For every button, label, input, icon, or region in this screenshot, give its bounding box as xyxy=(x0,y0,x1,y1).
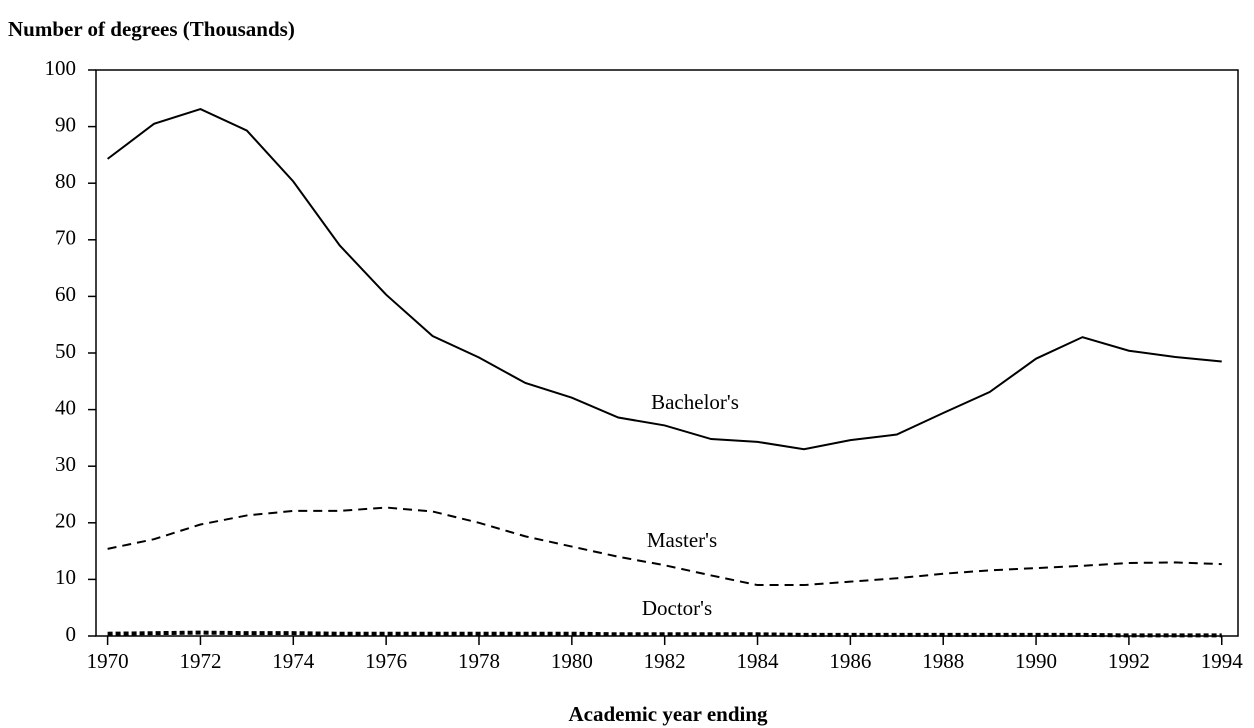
y-tick-label: 80 xyxy=(55,169,76,193)
x-tick-label: 1984 xyxy=(737,649,780,673)
y-tick-label: 10 xyxy=(55,565,76,589)
y-tick-label: 60 xyxy=(55,282,76,306)
series-line xyxy=(107,107,1222,451)
y-tick-label: 100 xyxy=(45,56,77,80)
x-tick-label: 1978 xyxy=(458,649,500,673)
x-axis-label: Academic year ending xyxy=(568,702,768,726)
y-tick-label: 40 xyxy=(55,395,76,419)
x-tick-label: 1980 xyxy=(551,649,593,673)
y-tick-label: 90 xyxy=(55,112,76,136)
y-tick-label: 70 xyxy=(55,226,76,250)
series-label: Bachelor's xyxy=(651,390,739,414)
x-tick-label: 1988 xyxy=(922,649,964,673)
x-tick-label: 1992 xyxy=(1108,649,1150,673)
x-tick-label: 1982 xyxy=(644,649,686,673)
chart-title: Number of degrees (Thousands) xyxy=(8,17,295,41)
x-tick-label: 1972 xyxy=(179,649,221,673)
y-tick-label: 20 xyxy=(55,509,76,533)
y-tick-label: 30 xyxy=(55,452,76,476)
x-tick-label: 1970 xyxy=(87,649,129,673)
x-tick-label: 1976 xyxy=(365,649,407,673)
series-line xyxy=(107,630,1222,638)
x-tick-label: 1990 xyxy=(1015,649,1057,673)
series-label: Doctor's xyxy=(642,596,712,620)
x-tick-label: 1986 xyxy=(829,649,871,673)
series-label: Master's xyxy=(647,528,717,552)
y-tick-label: 50 xyxy=(55,339,76,363)
x-tick-label: 1974 xyxy=(272,649,315,673)
x-tick-label: 1994 xyxy=(1201,649,1244,673)
y-tick-label: 0 xyxy=(66,622,77,646)
